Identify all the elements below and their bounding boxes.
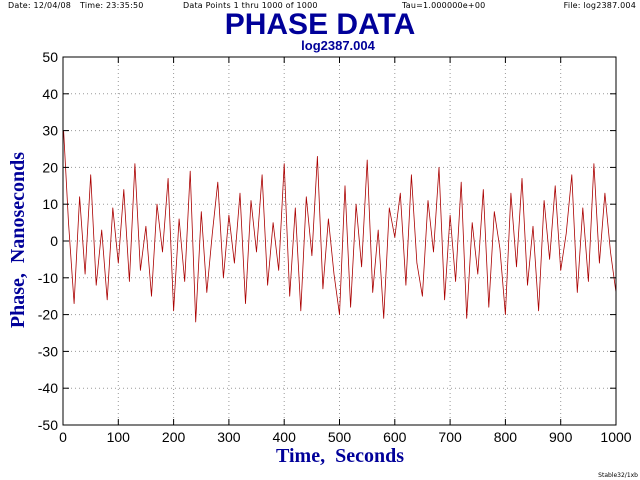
y-axis-label: Phase, Nanoseconds [7,152,29,328]
y-tick-label: 10 [42,196,58,212]
y-tick-label: -50 [38,417,58,433]
y-tick-label: -10 [38,270,58,286]
series-layer [63,130,617,323]
header-data-points: Data Points 1 thru 1000 of 1000 [183,1,318,10]
grid-lines [63,57,616,425]
x-tick-label: 1000 [600,429,631,445]
x-tick-label: 500 [328,429,352,445]
x-tick-label: 300 [217,429,241,445]
x-tick-label: 900 [549,429,573,445]
y-tick-label: -20 [38,307,58,323]
x-tick-label: 700 [438,429,462,445]
y-tick-labels: -50 -40 -30 -20 -10 0 10 20 30 40 50 [38,49,58,433]
chart-title: PHASE DATA [225,8,416,41]
y-tick-label: -30 [38,343,58,359]
x-tick-label: 800 [494,429,518,445]
x-tick-label: 200 [162,429,186,445]
y-tick-label: 0 [50,233,58,249]
header-tau: Tau=1.000000e+00 [402,1,486,10]
x-tick-labels: 0 100 200 300 400 500 600 700 800 900 1000 [59,429,632,445]
chart-subtitle: log2387.004 [301,38,375,53]
header-time: Time: 23:35:50 [80,1,144,10]
y-tick-label: 50 [42,49,58,65]
footer-tag: Stable32/1xb [598,472,638,479]
y-tick-label: 40 [42,86,58,102]
series-line [63,130,617,323]
header-date: Date: 12/04/08 [8,1,72,10]
x-tick-label: 100 [107,429,131,445]
y-tick-label: -40 [38,380,58,396]
axis-ticks [62,56,617,426]
x-tick-label: 600 [383,429,407,445]
y-tick-label: 30 [42,123,58,139]
x-axis-label: Time, Seconds [276,445,404,467]
y-tick-label: 20 [42,159,58,175]
header-file: File: log2387.004 [563,1,636,10]
x-tick-label: 400 [273,429,297,445]
x-tick-label: 0 [59,429,67,445]
